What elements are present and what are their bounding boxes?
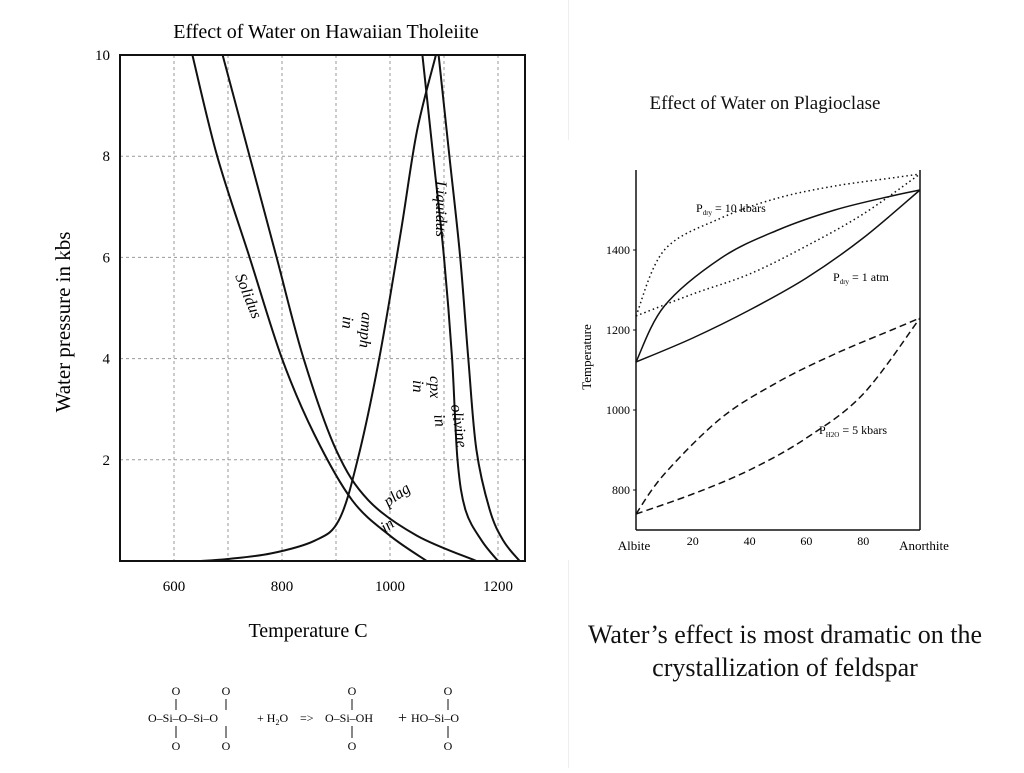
plagioclase-chart: 20 40 60 80 800 1000 1200 1400 Temperature Albi… xyxy=(579,170,949,553)
y-tick-label: 8 xyxy=(103,149,111,165)
eq-arrow: => xyxy=(300,711,314,725)
label-pdry-1atm-sub: dry xyxy=(840,278,850,286)
label-liquidus: Liquidus xyxy=(432,180,449,237)
plag-curve-dashed-liquidus xyxy=(635,317,921,515)
plag-curve-solid-solidus xyxy=(635,189,921,363)
plag-x-tick-label: 80 xyxy=(857,534,869,548)
tholeiite-xlabel: Temperature C xyxy=(248,620,367,642)
plag-xlabel-albite: Albite xyxy=(618,538,651,553)
plag-ylabel: Temperature xyxy=(579,324,594,390)
eq-water-o: O xyxy=(279,711,288,725)
eq-o-top-1: O xyxy=(172,684,181,698)
eq-o-top-2: O xyxy=(222,684,231,698)
tholeiite-title: Effect of Water on Hawaiian Tholeiite xyxy=(173,21,479,43)
y-tick-label: 2 xyxy=(103,453,111,469)
eq-o-bottom-2: O xyxy=(222,739,231,753)
label-amph: amph xyxy=(356,312,375,349)
label-olivine-in: in xyxy=(430,413,449,428)
plag-x-tick-label: 40 xyxy=(744,534,756,548)
tholeiite-chart: 600 800 1000 1200 2 4 6 8 10 Effect of Water on … xyxy=(51,21,526,753)
label-pdry-10: Pdry = 10 kbars xyxy=(696,201,766,217)
plag-y-tick-label: 800 xyxy=(612,483,630,497)
eq-plus2: + xyxy=(398,710,407,727)
label-pdry-10-sub: dry xyxy=(703,209,713,217)
plag-curve-solid-liquidus xyxy=(635,189,921,363)
y-tick-label: 6 xyxy=(103,250,111,266)
eq-o-bottom-4: O xyxy=(444,739,453,753)
eq-sub-2: 2 xyxy=(275,718,279,727)
y-tick-label: 10 xyxy=(95,48,110,64)
eq-right: HO–Si–O xyxy=(411,711,459,725)
eq-plus-h: + H2O xyxy=(257,711,288,727)
label-solidus: Solidus xyxy=(231,271,264,321)
tholeiite-ylabel: Water pressure in kbs xyxy=(51,232,75,413)
label-cpx-in: in xyxy=(409,380,426,392)
plag-curve-dashed-solidus xyxy=(635,317,921,515)
plag-y-tick-label: 1000 xyxy=(606,403,630,417)
label-amph-in: in xyxy=(338,316,356,330)
label-plag-in: in xyxy=(378,515,398,536)
curve-solidus xyxy=(191,54,428,562)
label-ph2o-5-sub: H2O xyxy=(826,431,840,439)
plag-x-tick-label: 60 xyxy=(800,534,812,548)
curve-plag-in xyxy=(221,54,477,562)
x-tick-label: 800 xyxy=(271,579,294,595)
x-tick-label: 1000 xyxy=(375,579,405,595)
eq-o-top-3: O xyxy=(348,684,357,698)
label-olivine: olivine xyxy=(447,403,470,448)
label-pdry-1atm: Pdry = 1 atm xyxy=(833,270,889,286)
plag-y-tick-label: 1400 xyxy=(606,243,630,257)
y-tick-label: 4 xyxy=(103,352,111,368)
tholeiite-panel: 600 800 1000 1200 2 4 6 8 10 Effect of Water on … xyxy=(51,0,569,768)
plag-xlabel-anorthite: Anorthite xyxy=(899,538,949,553)
eq-left-chain: O–Si–O–Si–O xyxy=(148,711,218,725)
label-ph2o-5: PH2O = 5 kbars xyxy=(819,423,887,439)
silicate-hydrolysis-equation: O O O–Si–O–Si–O O O + H2O => O O–Si–OH O… xyxy=(148,684,459,753)
plag-curve-dotted-liquidus xyxy=(635,173,921,317)
plagioclase-panel: 20 40 60 80 800 1000 1200 1400 Temperature Albi… xyxy=(536,140,1000,560)
eq-o-bottom-1: O xyxy=(172,739,181,753)
label-plag: plag xyxy=(380,480,414,511)
eq-o-bottom-3: O xyxy=(348,739,357,753)
eq-mid: O–Si–OH xyxy=(325,711,373,725)
tholeiite-plot-frame xyxy=(119,54,526,562)
x-tick-label: 600 xyxy=(163,579,186,595)
slide-caption: Water’s effect is most dramatic on the c… xyxy=(587,620,983,682)
curve-olivine-in xyxy=(437,54,521,562)
x-tick-label: 1200 xyxy=(483,579,513,595)
plag-y-tick-label: 1200 xyxy=(606,323,630,337)
curve-cpx-in xyxy=(421,54,499,562)
plag-x-tick-label: 20 xyxy=(687,534,699,548)
label-cpx: cpx xyxy=(426,376,443,398)
eq-o-top-4: O xyxy=(444,684,453,698)
curve-amph-in xyxy=(200,54,437,562)
plagioclase-title: Effect of Water on Plagioclase xyxy=(649,93,881,114)
